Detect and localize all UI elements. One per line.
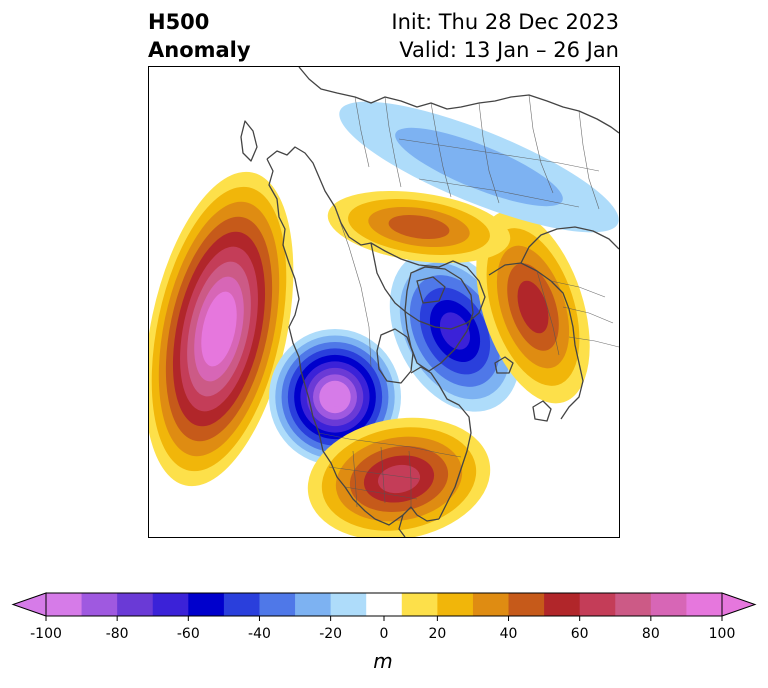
colorbar-swatch [46, 593, 83, 616]
anomaly-eurasia-trough [339, 101, 619, 233]
colorbar-swatch [437, 593, 474, 616]
valid-range: Valid: 13 Jan – 26 Jan [399, 38, 619, 62]
colorbar-extend-high [721, 592, 757, 617]
title-line-2: Anomaly [148, 38, 251, 62]
colorbar-swatch [579, 593, 616, 616]
political-borders [318, 94, 619, 508]
map-canvas [149, 67, 619, 537]
colorbar-tick-label: 60 [571, 626, 589, 642]
colorbar-tick-label: -100 [30, 626, 62, 642]
colorbar-tick-label: -60 [177, 626, 200, 642]
colorbar: -100 -80 -60 -40 -20 0 20 40 60 80 100 m [0, 580, 768, 684]
colorbar-tick-label: 80 [642, 626, 660, 642]
colorbar-swatch [472, 593, 510, 616]
anomaly-contour [439, 312, 471, 350]
colorbar-swatches [11, 592, 757, 617]
anomaly-scandinavia-ridge [476, 210, 590, 404]
anomaly-west-pacific-ridge [149, 171, 294, 487]
forecast-info: Init: Thu 28 Dec 2023 Valid: 13 Jan – 26… [391, 8, 619, 64]
colorbar-swatch [366, 593, 403, 616]
colorbar-swatch [117, 593, 154, 616]
anomaly-contour [208, 306, 230, 352]
colorbar-swatch [295, 593, 332, 616]
colorbar-swatch [152, 593, 189, 616]
anomaly-map [148, 66, 620, 538]
coastlines [240, 67, 619, 537]
colorbar-swatch [330, 593, 367, 616]
anomaly-eastern-us-ridge [307, 417, 491, 537]
colorbar-swatch [81, 593, 118, 616]
anomaly-contour [517, 280, 549, 334]
colorbar-swatch [223, 593, 260, 616]
colorbar-extend-low [11, 592, 47, 617]
anomaly-contour [388, 214, 450, 240]
anomaly-contour [395, 127, 563, 207]
colorbar-swatch [686, 593, 723, 616]
colorbar-tick-label: 100 [709, 626, 736, 642]
anomaly-contour [377, 464, 421, 494]
colorbar-unit: m [373, 649, 392, 673]
map-title: H500 Anomaly [148, 8, 251, 64]
colorbar-swatch [259, 593, 296, 616]
colorbar-tick-label: -40 [248, 626, 271, 642]
colorbar-swatch [188, 593, 225, 616]
colorbar-tick-label: 0 [380, 626, 389, 642]
colorbar-swatch [615, 593, 652, 616]
colorbar-swatch [650, 593, 687, 616]
colorbar-tick-label: 20 [428, 626, 446, 642]
colorbar-ticks: -100 -80 -60 -40 -20 0 20 40 60 80 100 [30, 616, 735, 642]
anomaly-contour [325, 387, 345, 407]
colorbar-tick-label: 40 [500, 626, 518, 642]
colorbar-swatch [544, 593, 581, 616]
colorbar-swatch [401, 593, 438, 616]
colorbar-swatch [508, 593, 545, 616]
colorbar-tick-label: -20 [319, 626, 342, 642]
colorbar-tick-label: -80 [106, 626, 129, 642]
init-date: Init: Thu 28 Dec 2023 [391, 10, 619, 34]
colorbar-canvas: -100 -80 -60 -40 -20 0 20 40 60 80 100 m [11, 592, 757, 673]
title-line-1: H500 [148, 10, 210, 34]
anomaly-contours [149, 101, 619, 537]
